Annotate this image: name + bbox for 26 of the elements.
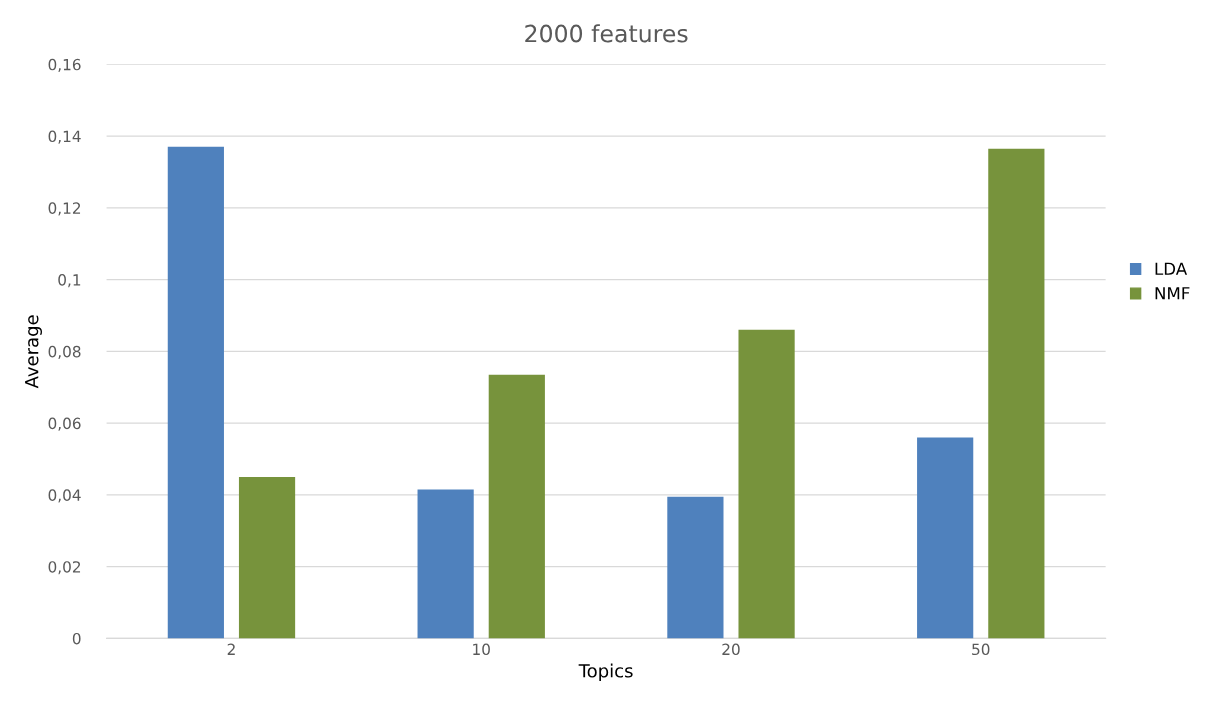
x-tick-label: 50 <box>972 643 990 656</box>
chart-title: 2000 features <box>525 24 688 43</box>
bar <box>167 146 224 639</box>
bar <box>667 496 724 639</box>
bar <box>417 489 474 639</box>
x-tick-label: 20 <box>722 643 740 656</box>
y-tick-label: 0,08 <box>48 345 81 359</box>
bar <box>238 476 296 639</box>
y-tick-label: 0,04 <box>48 489 81 503</box>
x-tick-label: 2 <box>227 643 235 655</box>
bar <box>988 148 1045 639</box>
y-tick-label: 0 <box>72 632 81 645</box>
y-tick-label: 0,12 <box>48 202 81 216</box>
bar <box>488 374 545 639</box>
y-tick-label: 0,1 <box>58 274 81 288</box>
y-tick-label: 0,02 <box>48 561 81 575</box>
bar <box>917 437 974 639</box>
x-axis-title: Topics <box>578 663 633 682</box>
y-axis-title: Average <box>25 315 42 389</box>
x-tick-label: 10 <box>473 643 490 656</box>
legend-label: NMF <box>1155 287 1190 300</box>
y-tick-label: 0,14 <box>48 130 81 144</box>
legend-label: LDA <box>1155 262 1188 275</box>
bar <box>738 329 795 639</box>
y-tick-label: 0,06 <box>48 417 81 431</box>
y-tick-label: 0,16 <box>48 58 81 72</box>
